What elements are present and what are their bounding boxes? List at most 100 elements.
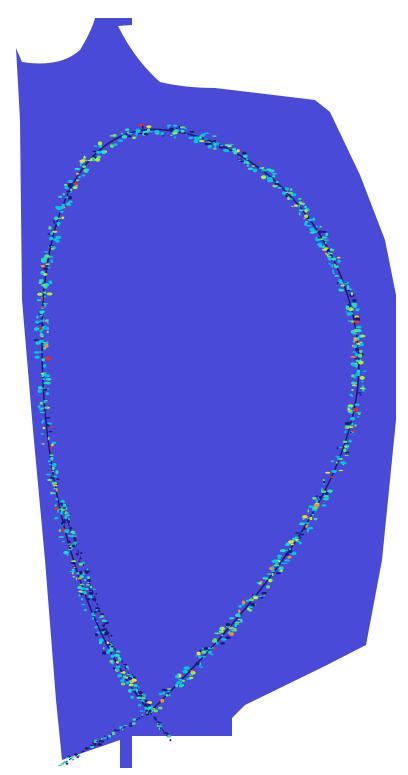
blob (50, 456, 54, 461)
blob (256, 595, 263, 598)
blob (271, 565, 275, 569)
blob (139, 123, 145, 127)
blob (287, 196, 290, 200)
blob (52, 475, 58, 478)
blob (272, 175, 276, 178)
blob (247, 607, 250, 611)
blob (203, 132, 209, 135)
blob (146, 125, 152, 128)
blob (58, 195, 63, 198)
blob (349, 412, 354, 414)
blob (234, 623, 237, 628)
blob (294, 536, 299, 539)
blob (97, 610, 100, 612)
blob (115, 665, 120, 668)
blob (135, 131, 138, 136)
blob (92, 588, 97, 590)
blob (45, 473, 51, 476)
blob (352, 429, 356, 433)
blob (63, 518, 66, 522)
blob (359, 349, 363, 353)
blob (160, 131, 164, 136)
blob (149, 131, 154, 133)
blob (52, 470, 55, 473)
blob (275, 181, 279, 184)
blob (124, 128, 130, 131)
blob (68, 517, 70, 521)
blob (195, 655, 198, 657)
blob (318, 238, 324, 240)
blob (53, 216, 59, 221)
fluctuation-blobs (33, 123, 367, 767)
blob (136, 686, 139, 690)
blob (346, 284, 350, 289)
blob (326, 255, 332, 258)
blob (225, 622, 231, 627)
blob (42, 325, 47, 328)
blob (125, 665, 129, 669)
blob (323, 482, 325, 485)
blob (50, 425, 53, 428)
blob (304, 209, 308, 213)
blob (82, 165, 87, 168)
blob (42, 377, 46, 381)
blob (337, 456, 340, 461)
blob (315, 502, 320, 505)
blob (195, 662, 200, 666)
blob (139, 710, 144, 712)
blob (178, 125, 181, 129)
blob (242, 154, 248, 158)
blob (271, 572, 274, 576)
blob (284, 187, 290, 191)
blob (299, 533, 305, 536)
blob (51, 248, 55, 250)
blob (168, 693, 171, 697)
blob (106, 640, 110, 645)
blob (66, 190, 71, 193)
blob (127, 132, 133, 135)
blob (52, 462, 57, 467)
blob (352, 351, 357, 353)
blob (275, 572, 281, 575)
blob (51, 492, 56, 495)
blob (261, 169, 267, 172)
blob (344, 311, 348, 313)
blob (72, 575, 75, 578)
blob (221, 638, 227, 641)
blob (109, 144, 114, 148)
blob (75, 172, 80, 175)
blob (189, 130, 195, 133)
blob (338, 288, 345, 292)
blob (185, 133, 188, 136)
blob (49, 236, 54, 241)
blob (48, 226, 52, 230)
blob (83, 157, 86, 161)
blob (56, 221, 61, 225)
blob (165, 693, 169, 697)
blob (144, 699, 148, 703)
blob (318, 495, 321, 499)
blob (41, 358, 45, 362)
blob (115, 668, 120, 671)
blob (332, 269, 334, 273)
blob (87, 159, 93, 162)
blob (120, 682, 126, 686)
blob (279, 566, 283, 570)
blob (174, 129, 180, 133)
blob (242, 151, 247, 155)
blob (104, 633, 108, 636)
blob (319, 225, 322, 228)
blob (358, 345, 360, 348)
blob (360, 334, 366, 338)
blob (353, 358, 359, 360)
blob (223, 149, 229, 152)
blob (71, 758, 75, 761)
blob (73, 541, 78, 544)
blob (61, 541, 66, 543)
blob (111, 662, 115, 665)
blob (44, 344, 49, 348)
blob (200, 133, 206, 137)
blob (102, 737, 108, 739)
blob (84, 588, 89, 590)
blob (290, 193, 297, 197)
